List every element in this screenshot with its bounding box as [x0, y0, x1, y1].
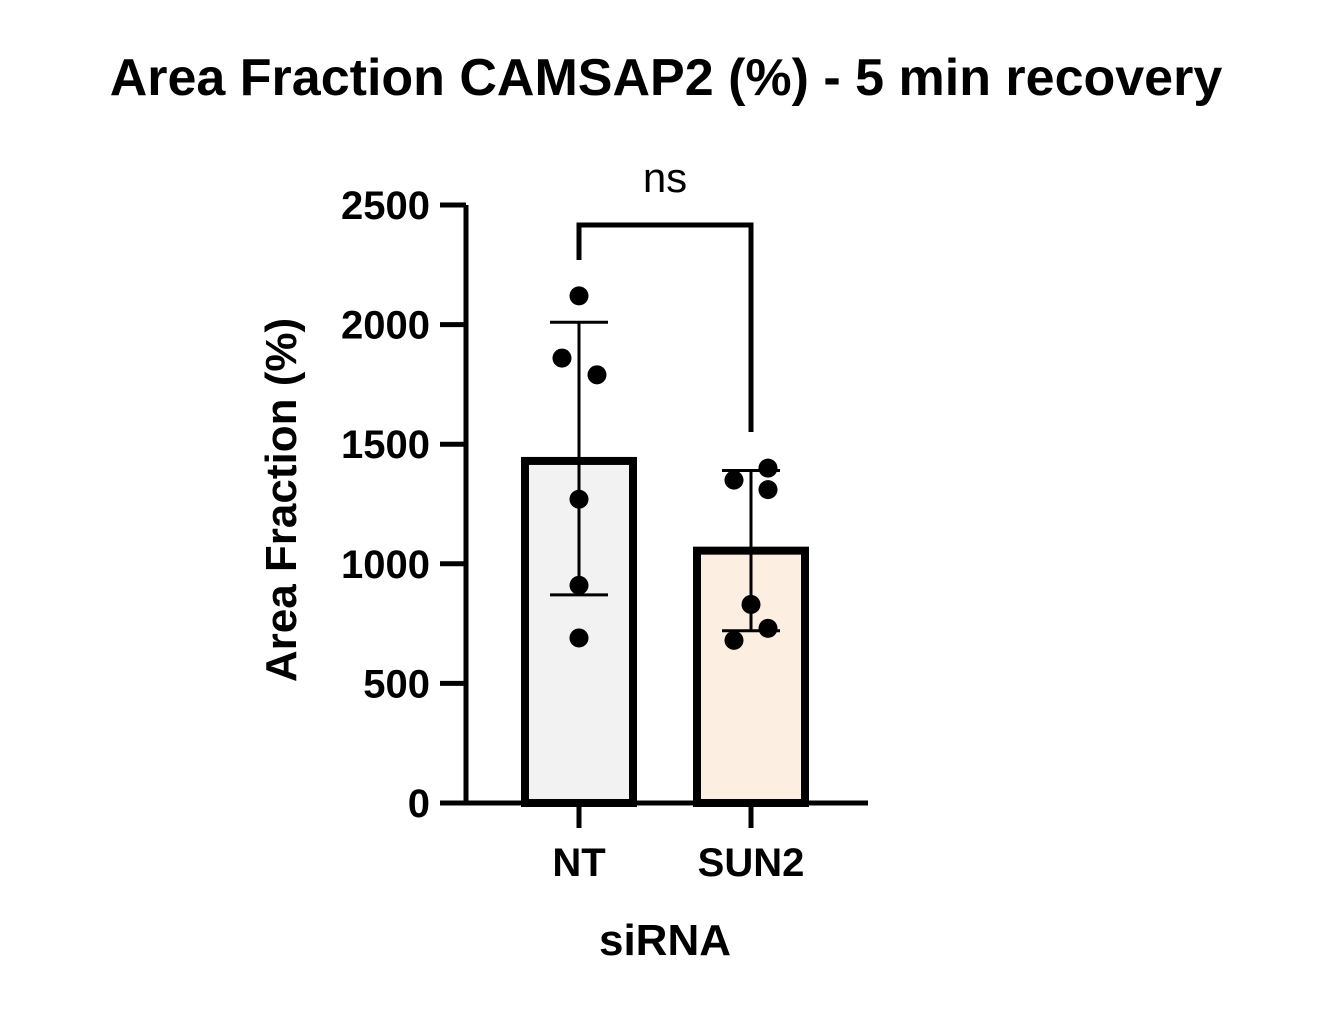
y-tick-label: 1000 — [341, 543, 430, 587]
x-tick-label-sun2: SUN2 — [698, 841, 805, 885]
x-axis-label: siRNA — [599, 916, 731, 965]
data-point-sun2 — [724, 470, 744, 490]
data-point-sun2 — [758, 458, 778, 478]
data-point-sun2 — [741, 594, 761, 614]
significance-bracket — [576, 222, 754, 432]
data-point-sun2 — [758, 618, 778, 638]
data-point-sun2 — [724, 630, 744, 650]
y-tick-label: 0 — [408, 782, 430, 826]
chart-title: Area Fraction CAMSAP2 (%) - 5 min recove… — [110, 49, 1223, 107]
data-point-nt — [569, 575, 589, 595]
data-point-nt — [552, 348, 572, 368]
y-tick-label: 2000 — [341, 304, 430, 348]
y-tick-label: 2500 — [341, 184, 430, 228]
significance-label: ns — [643, 154, 687, 201]
x-tick-label-nt: NT — [552, 841, 605, 885]
y-axis-label: Area Fraction (%) — [257, 318, 306, 682]
plot-area: 0 500 1000 1500 2000 2500 NT SUN2 ns — [341, 154, 868, 885]
y-tick-label: 1500 — [341, 423, 430, 467]
data-point-nt — [569, 628, 589, 648]
y-tick-label: 500 — [363, 662, 430, 706]
data-point-nt — [569, 489, 589, 509]
data-point-sun2 — [758, 480, 778, 500]
data-point-nt — [587, 365, 607, 385]
data-point-nt — [569, 286, 589, 306]
